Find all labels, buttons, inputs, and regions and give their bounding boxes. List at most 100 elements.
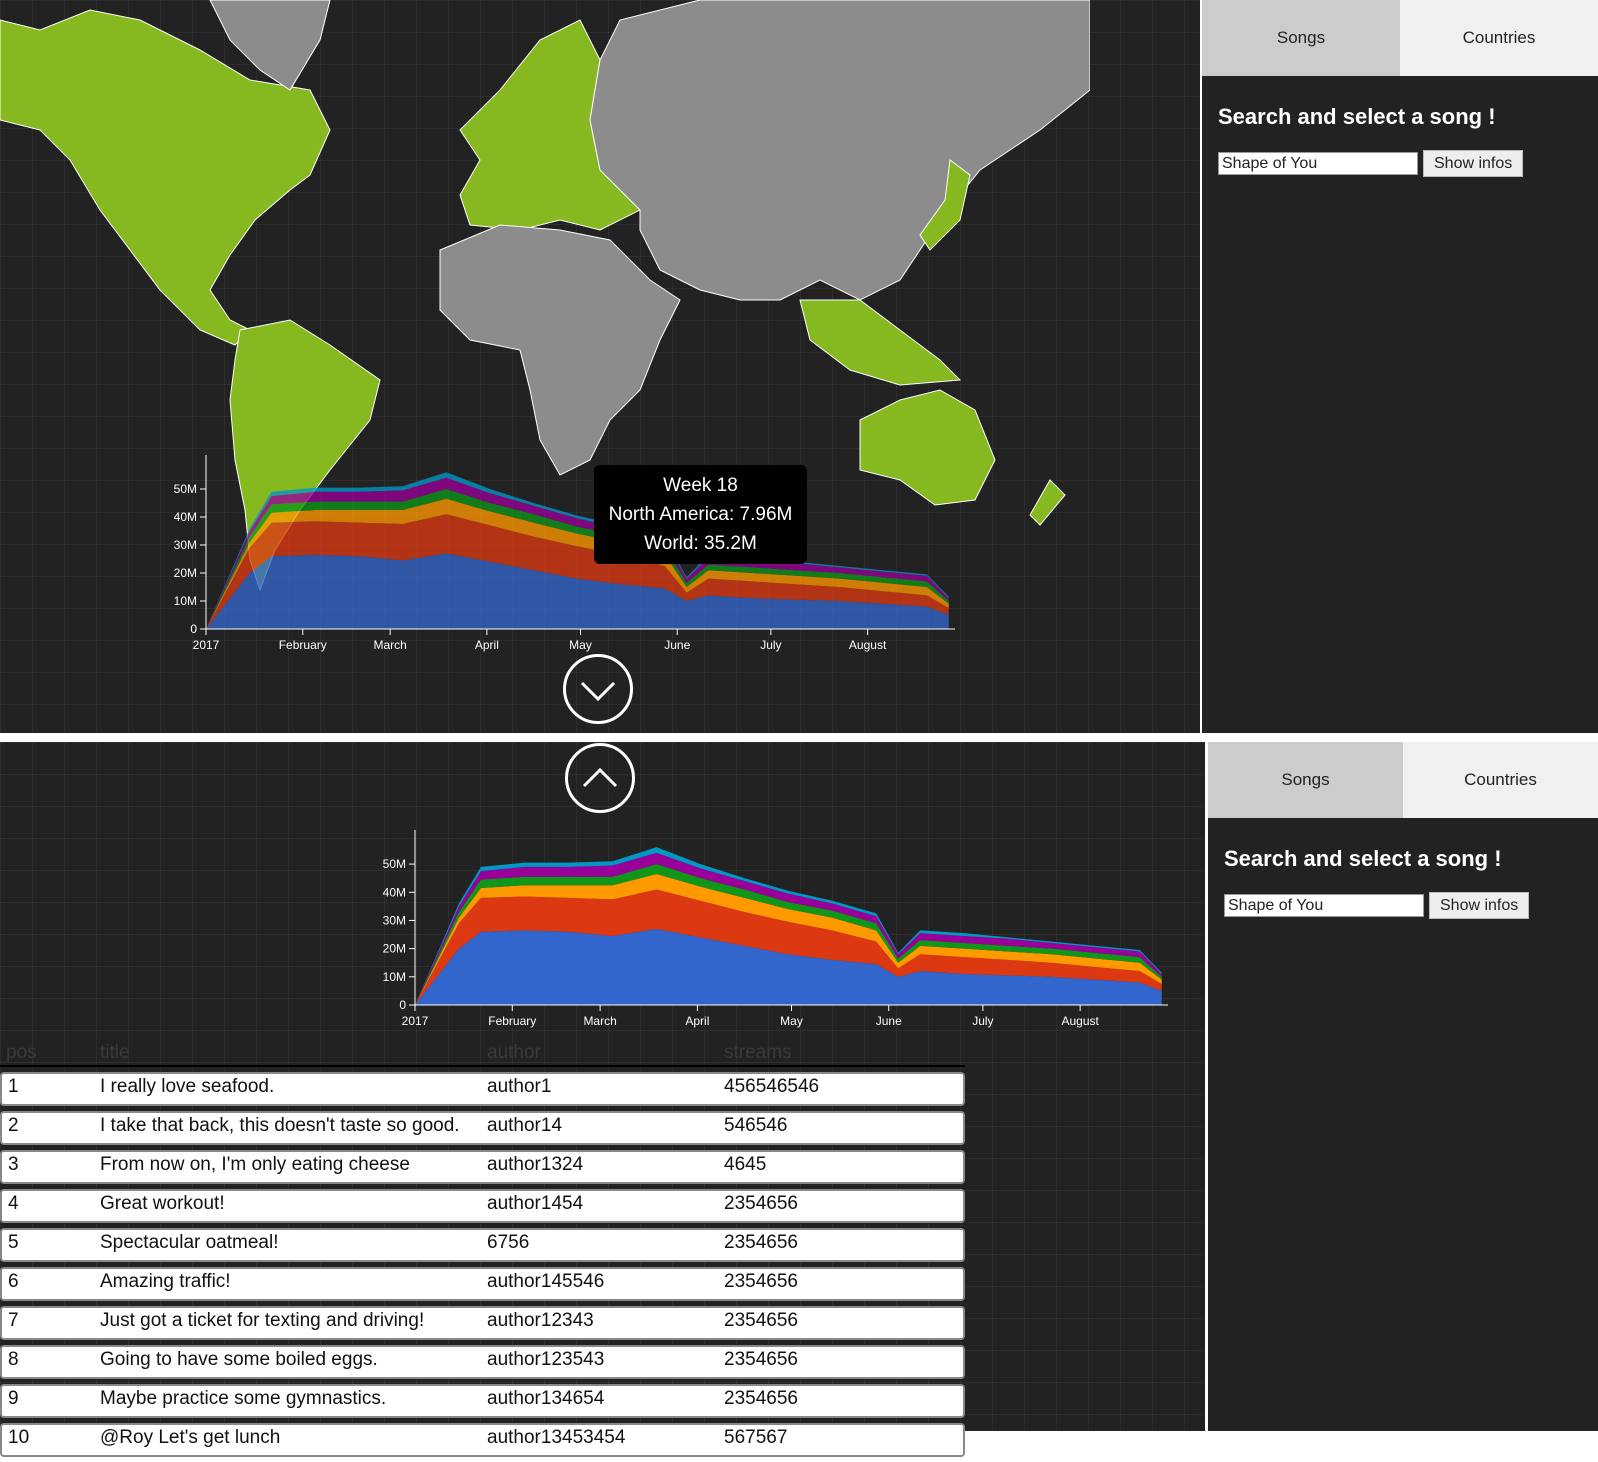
x-tick-label: April bbox=[475, 638, 499, 652]
y-tick-label: 0 bbox=[399, 998, 406, 1012]
cell-streams: 456546546 bbox=[718, 1072, 965, 1106]
cell-pos: 9 bbox=[0, 1384, 94, 1418]
song-search-input[interactable] bbox=[1218, 152, 1418, 175]
cell-title-text: I take that back, this doesn't taste so … bbox=[100, 1115, 460, 1136]
cell-pos-text: 8 bbox=[8, 1349, 19, 1370]
area-series-0[interactable] bbox=[415, 928, 1162, 1005]
area-series-1[interactable] bbox=[415, 889, 1162, 1005]
cell-author: author123543 bbox=[481, 1345, 718, 1379]
cell-title-text: Amazing traffic! bbox=[100, 1271, 231, 1292]
table-row[interactable]: 4 Great workout! author1454 2354656 bbox=[0, 1189, 965, 1223]
cell-pos: 8 bbox=[0, 1345, 94, 1379]
cell-streams: 2354656 bbox=[718, 1306, 965, 1340]
cell-pos: 5 bbox=[0, 1228, 94, 1262]
header-title[interactable]: title bbox=[94, 1041, 481, 1067]
x-tick-label: February bbox=[279, 638, 327, 652]
tooltip-world: World: 35.2M bbox=[644, 533, 757, 554]
cell-streams: 2354656 bbox=[718, 1228, 965, 1262]
table-row[interactable]: 10 @Roy Let's get lunch author13453454 5675… bbox=[0, 1423, 965, 1457]
cell-title: Going to have some boiled eggs. bbox=[94, 1345, 481, 1379]
cell-author: author13453454 bbox=[481, 1423, 718, 1457]
show-infos-button[interactable]: Show infos bbox=[1429, 892, 1530, 919]
show-infos-button[interactable]: Show infos bbox=[1423, 150, 1524, 177]
cell-author: author14 bbox=[481, 1111, 718, 1145]
cell-author: 6756 bbox=[481, 1228, 718, 1262]
cell-pos-text: 3 bbox=[8, 1154, 19, 1175]
cell-title: From now on, I'm only eating cheese sand… bbox=[94, 1150, 481, 1184]
y-tick-label: 10M bbox=[174, 594, 197, 608]
table-row[interactable]: 3 From now on, I'm only eating cheese san… bbox=[0, 1150, 965, 1184]
cell-streams-text: 2354656 bbox=[724, 1193, 798, 1214]
cell-title-text: Maybe practice some gymnastics. bbox=[100, 1388, 387, 1409]
area-series-0[interactable] bbox=[206, 553, 949, 629]
cell-streams: 2354656 bbox=[718, 1189, 965, 1223]
cell-author: author134654 bbox=[481, 1384, 718, 1418]
cell-streams-text: 567567 bbox=[724, 1427, 788, 1448]
y-tick-label: 30M bbox=[383, 913, 406, 927]
country-southeast-asia bbox=[799, 299, 962, 386]
tab-countries[interactable]: Countries bbox=[1403, 742, 1598, 818]
cell-pos: 1 bbox=[0, 1072, 94, 1106]
cell-streams: 4645 bbox=[718, 1150, 965, 1184]
cell-author-text: author13453454 bbox=[487, 1427, 626, 1448]
cell-streams: 567567 bbox=[718, 1423, 965, 1457]
x-tick-label: March bbox=[583, 1014, 616, 1028]
tab-songs[interactable]: Songs bbox=[1202, 0, 1400, 76]
table-row[interactable]: 9 Maybe practice some gymnastics. author13… bbox=[0, 1384, 965, 1418]
x-tick-label: April bbox=[685, 1014, 709, 1028]
country-new-zealand bbox=[1029, 479, 1066, 526]
table-row[interactable]: 7 Just got a ticket for texting and drivi… bbox=[0, 1306, 965, 1340]
cell-streams-text: 456546546 bbox=[724, 1076, 820, 1097]
cell-author-text: author1324 bbox=[487, 1154, 584, 1175]
header-author[interactable]: author bbox=[481, 1041, 718, 1067]
country-japan bbox=[919, 159, 971, 251]
sidebar-title: Search and select a song ! bbox=[1218, 104, 1496, 129]
cell-pos-text: 4 bbox=[8, 1193, 19, 1214]
table-row[interactable]: 8 Going to have some boiled eggs. author12… bbox=[0, 1345, 965, 1379]
streams-area-chart-full[interactable]: 0 10M 20M 30M 40M 50M 2017 February March April Ma… bbox=[0, 742, 1205, 1042]
sidebar-top: Songs Countries Search and select a song… bbox=[1202, 0, 1598, 733]
table-row[interactable]: 1 I really love seafood. author1 456546546 bbox=[0, 1072, 965, 1106]
area-series-1[interactable] bbox=[206, 514, 949, 629]
song-search-input[interactable] bbox=[1224, 894, 1424, 917]
cell-streams-text: 2354656 bbox=[724, 1310, 798, 1331]
x-tick-label: June bbox=[664, 638, 690, 652]
tab-bar: Songs Countries bbox=[1202, 0, 1598, 76]
songs-table: pos title author streams 1 I really love … bbox=[0, 1036, 965, 1462]
header-pos[interactable]: pos bbox=[0, 1041, 94, 1067]
y-tick-label: 50M bbox=[174, 482, 197, 496]
x-tick-label: February bbox=[488, 1014, 536, 1028]
cell-streams-text: 2354656 bbox=[724, 1388, 798, 1409]
cell-pos-text: 1 bbox=[8, 1076, 19, 1097]
cell-title: Just got a ticket for texting and drivin… bbox=[94, 1306, 481, 1340]
y-tick-label: 30M bbox=[174, 538, 197, 552]
sidebar-title: Search and select a song ! bbox=[1224, 846, 1502, 871]
cell-pos: 4 bbox=[0, 1189, 94, 1223]
cell-author: author1454 bbox=[481, 1189, 718, 1223]
header-streams[interactable]: streams bbox=[718, 1041, 965, 1067]
scroll-up-button[interactable] bbox=[565, 743, 635, 813]
y-tick-label: 50M bbox=[383, 857, 406, 871]
cell-title-text: Spectacular oatmeal! bbox=[100, 1232, 279, 1253]
cell-title: @Roy Let's get lunch bbox=[94, 1423, 481, 1457]
sidebar-bottom: Songs Countries Search and select a song… bbox=[1208, 742, 1598, 1431]
cell-pos: 2 bbox=[0, 1111, 94, 1145]
cell-pos: 10 bbox=[0, 1423, 94, 1457]
x-tick-label: July bbox=[760, 638, 781, 652]
scroll-down-button[interactable] bbox=[563, 654, 633, 724]
table-row[interactable]: 5 Spectacular oatmeal! 6756 2354656 bbox=[0, 1228, 965, 1262]
streams-area-chart[interactable]: 0 10M 20M 30M 40M 50M 2017 February March April Ma… bbox=[0, 0, 1200, 733]
cell-author-text: author134654 bbox=[487, 1388, 605, 1409]
y-tick-label: 0 bbox=[190, 622, 197, 636]
x-tick-label: 2017 bbox=[402, 1014, 429, 1028]
cell-title: Maybe practice some gymnastics. bbox=[94, 1384, 481, 1418]
cell-pos-text: 2 bbox=[8, 1115, 19, 1136]
table-row[interactable]: 6 Amazing traffic! author145546 2354656 bbox=[0, 1267, 965, 1301]
tab-songs[interactable]: Songs bbox=[1208, 742, 1403, 818]
table-row[interactable]: 2 I take that back, this doesn't taste so… bbox=[0, 1111, 965, 1145]
tab-bar-2: Songs Countries bbox=[1208, 742, 1598, 818]
tab-countries[interactable]: Countries bbox=[1400, 0, 1598, 76]
cell-author: author145546 bbox=[481, 1267, 718, 1301]
cell-author-text: author14 bbox=[487, 1115, 563, 1136]
country-north-america bbox=[0, 9, 331, 346]
